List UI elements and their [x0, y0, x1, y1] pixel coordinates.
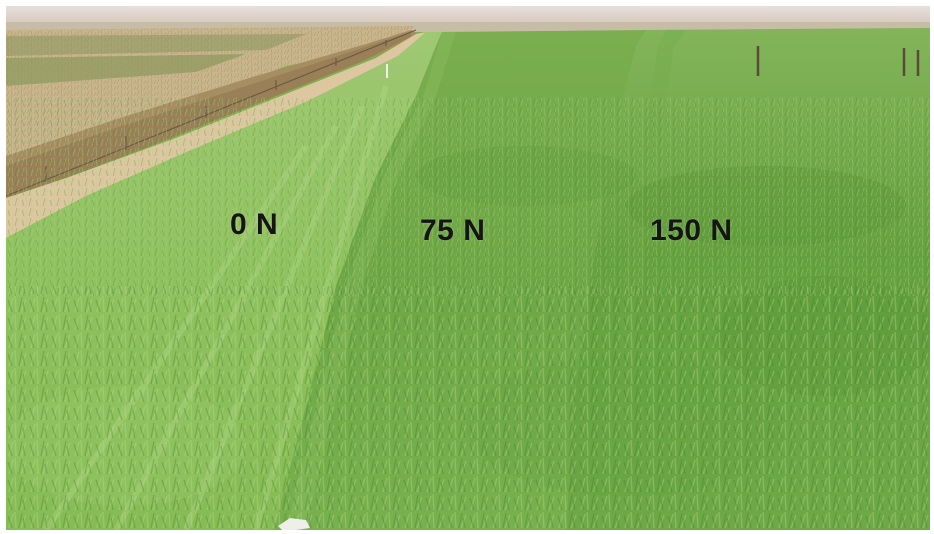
field-photo: 0 N 75 N 150 N — [6, 6, 930, 530]
field-posts — [756, 46, 920, 76]
field-scene — [6, 6, 930, 530]
plot-label-75n: 75 N — [420, 214, 486, 247]
distant-field — [6, 22, 930, 32]
plot-label-150n: 150 N — [650, 214, 733, 247]
plot-label-0n: 0 N — [230, 208, 279, 241]
foreground-debris — [278, 518, 310, 530]
